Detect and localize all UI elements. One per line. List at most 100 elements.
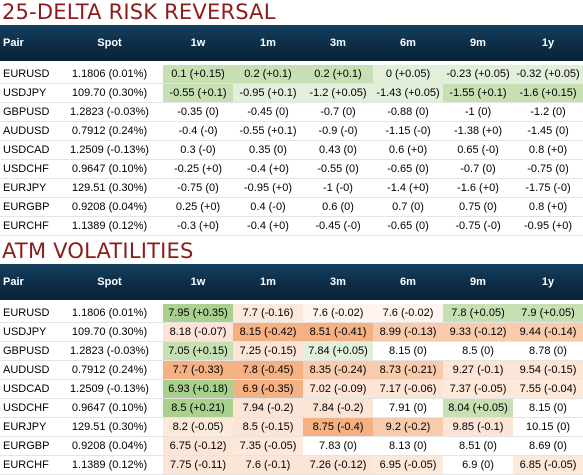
spot-cell: 109.70 (0.30%)	[71, 326, 148, 338]
value-cell-6m: 0.6 (+0)	[388, 144, 428, 156]
value-cell-3m: -0.9 (-0)	[318, 125, 358, 137]
value-cell-9m: 7.37 (-0.05)	[443, 380, 513, 398]
pair-cell: GBPUSD	[3, 345, 50, 357]
risk-reversal-header: Pair Spot 1w 1m 3m 6m 9m 1y	[0, 25, 583, 61]
value-cell-6m: 0.7 (0)	[392, 201, 424, 213]
value-cell-1w: 8.18 (-0.07)	[163, 323, 233, 341]
value-cell-3m: -0.45 (-0)	[315, 220, 361, 232]
value-cell-3m: 8.75 (-0.4)	[303, 418, 373, 436]
spot-cell: 0.9208 (0.04%)	[71, 440, 148, 452]
header-1y[interactable]: 1y	[541, 37, 555, 49]
header-6m[interactable]: 6m	[400, 37, 416, 49]
value-cell-1y: -1.75 (-0)	[525, 182, 571, 194]
spot-cell: 1.1389 (0.12%)	[71, 220, 148, 232]
header-spot[interactable]: Spot	[97, 37, 122, 49]
header-spot[interactable]: Spot	[97, 276, 122, 288]
value-cell-6m: 7.6 (-0.02)	[373, 304, 443, 322]
pair-cell: USDCAD	[3, 144, 50, 156]
table-row: EURJPY 129.51 (0.30%) -0.75 (0) -0.95 (+0) -…	[0, 179, 583, 198]
value-cell-9m: -0.23 (+0.05)	[443, 65, 513, 83]
value-cell-1w: -0.4 (-0)	[178, 125, 218, 137]
table-row: EURCHF 1.1389 (0.12%) -0.3 (+0) -0.4 (+0) -0…	[0, 217, 583, 236]
pair-cell: USDCHF	[3, 163, 49, 175]
header-1w[interactable]: 1w	[190, 276, 206, 288]
spot-cell: 1.1806 (0.01%)	[71, 68, 148, 80]
value-cell-1w: -0.55 (+0.1)	[163, 84, 233, 102]
header-pair[interactable]: Pair	[3, 276, 24, 288]
risk-reversal-table: EURUSD 1.1806 (0.01%) 0.1 (+0.15) 0.2 (+0.1…	[0, 65, 583, 236]
header-9m[interactable]: 9m	[470, 37, 486, 49]
value-cell-9m: 9.27 (-0.1)	[443, 361, 513, 379]
table-row: AUDUSD 0.7912 (0.24%) 7.7 (-0.33) 7.8 (-0.4…	[0, 361, 583, 380]
value-cell-1m: -0.45 (0)	[247, 106, 289, 118]
value-cell-1m: 7.94 (-0.2)	[233, 399, 303, 417]
value-cell-6m: 8.15 (0)	[389, 345, 427, 357]
value-cell-3m: -0.55 (0)	[317, 163, 359, 175]
value-cell-9m: -0.7 (0)	[460, 163, 496, 175]
pair-cell: EURGBP	[3, 201, 50, 213]
table-row: EURCHF 1.1389 (0.12%) 7.75 (-0.11) 7.6 (-0.…	[0, 456, 583, 475]
value-cell-1y: -1.2 (0)	[530, 106, 566, 118]
table-row: USDJPY 109.70 (0.30%) 8.18 (-0.07) 8.15 (-0…	[0, 323, 583, 342]
value-cell-1y: 0.8 (+0)	[528, 201, 568, 213]
value-cell-1m: 0.35 (0)	[249, 144, 287, 156]
value-cell-6m: -0.65 (0)	[387, 220, 429, 232]
value-cell-9m: 8.5 (0)	[462, 345, 494, 357]
value-cell-3m: 7.6 (-0.02)	[303, 304, 373, 322]
value-cell-1y: 10.15 (0)	[525, 421, 571, 433]
value-cell-1y: 6.85 (-0.05)	[513, 456, 583, 474]
header-1m[interactable]: 1m	[260, 37, 276, 49]
value-cell-6m: 9.2 (-0.2)	[373, 418, 443, 436]
value-cell-3m: 7.84 (+0.05)	[303, 342, 373, 360]
header-1y[interactable]: 1y	[541, 276, 555, 288]
pair-cell: GBPUSD	[3, 106, 50, 118]
value-cell-6m: 8.99 (-0.13)	[373, 323, 443, 341]
value-cell-1m: 7.35 (-0.05)	[233, 437, 303, 455]
pair-cell: USDJPY	[3, 326, 47, 338]
spot-cell: 129.51 (0.30%)	[71, 182, 148, 194]
table-row: EURUSD 1.1806 (0.01%) 0.1 (+0.15) 0.2 (+0.1…	[0, 65, 583, 84]
atm-volatilities-table: EURUSD 1.1806 (0.01%) 7.95 (+0.35) 7.7 (-0.…	[0, 304, 583, 475]
table-row: EURJPY 129.51 (0.30%) 8.2 (-0.05) 8.5 (-0.1…	[0, 418, 583, 437]
value-cell-9m: 9.85 (-0.1)	[443, 418, 513, 436]
value-cell-1m: 8.15 (-0.42)	[233, 323, 303, 341]
value-cell-6m: 0 (+0.05)	[373, 65, 443, 83]
pair-cell: EURJPY	[3, 182, 47, 194]
value-cell-1y: 8.78 (0)	[529, 345, 567, 357]
value-cell-6m: -0.65 (0)	[387, 163, 429, 175]
value-cell-3m: -1.2 (+0.05)	[303, 84, 373, 102]
value-cell-1m: 8.5 (-0.15)	[233, 418, 303, 436]
value-cell-3m: 8.51 (-0.41)	[303, 323, 373, 341]
value-cell-1m: 0.2 (+0.1)	[233, 65, 303, 83]
header-1m[interactable]: 1m	[260, 276, 276, 288]
value-cell-1m: -0.55 (+0.1)	[239, 125, 297, 137]
value-cell-6m: -1.43 (+0.05)	[373, 84, 443, 102]
value-cell-9m: -1.38 (+0)	[454, 125, 502, 137]
table-row: EURUSD 1.1806 (0.01%) 7.95 (+0.35) 7.7 (-0.…	[0, 304, 583, 323]
spot-cell: 109.70 (0.30%)	[71, 87, 148, 99]
value-cell-3m: -1 (-0)	[323, 182, 353, 194]
value-cell-1y: -0.75 (0)	[527, 163, 569, 175]
header-3m[interactable]: 3m	[330, 37, 346, 49]
header-1w[interactable]: 1w	[190, 37, 206, 49]
value-cell-1w: 6.75 (-0.12)	[163, 437, 233, 455]
value-cell-1y: -0.95 (+0)	[524, 220, 572, 232]
header-pair[interactable]: Pair	[3, 37, 24, 49]
header-9m[interactable]: 9m	[470, 276, 486, 288]
spot-cell: 1.1806 (0.01%)	[71, 307, 148, 319]
value-cell-1y: -1.45 (0)	[527, 125, 569, 137]
value-cell-9m: 0.75 (0)	[459, 201, 497, 213]
value-cell-9m: 7.8 (+0.05)	[443, 304, 513, 322]
pair-cell: EURUSD	[3, 307, 50, 319]
spot-cell: 1.2509 (-0.13%)	[70, 383, 149, 395]
pair-cell: AUDUSD	[3, 364, 50, 376]
pair-cell: USDCAD	[3, 383, 50, 395]
header-6m[interactable]: 6m	[400, 276, 416, 288]
value-cell-1y: 8.69 (0)	[529, 440, 567, 452]
pair-cell: USDCHF	[3, 402, 49, 414]
value-cell-9m: -0.75 (-0)	[455, 220, 501, 232]
header-3m[interactable]: 3m	[330, 276, 346, 288]
value-cell-6m: -1.15 (-0)	[385, 125, 431, 137]
pair-cell: EURCHF	[3, 459, 49, 471]
table-row: GBPUSD 1.2823 (-0.03%) 7.05 (+0.15) 7.25 (-…	[0, 342, 583, 361]
